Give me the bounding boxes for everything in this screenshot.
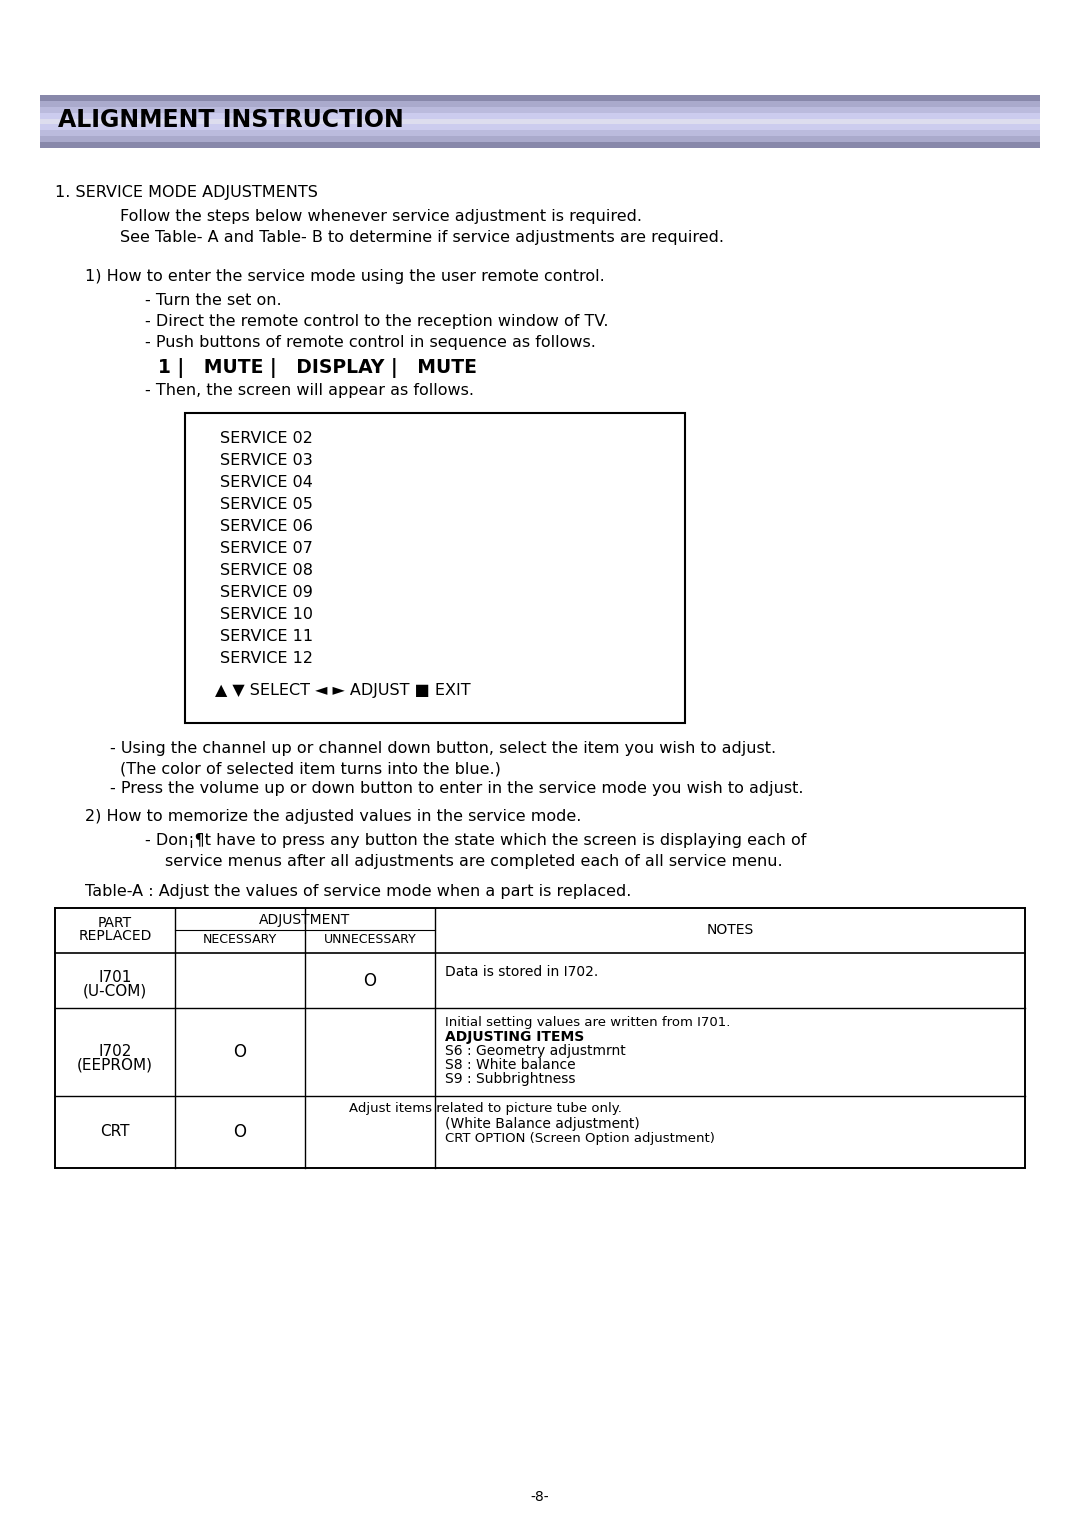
Text: ADJUSTING ITEMS: ADJUSTING ITEMS bbox=[445, 1031, 584, 1044]
Text: - Direct the remote control to the reception window of TV.: - Direct the remote control to the recep… bbox=[145, 315, 608, 328]
Text: - Then, the screen will appear as follows.: - Then, the screen will appear as follow… bbox=[145, 383, 474, 399]
Bar bbox=[40, 113, 1040, 119]
Text: SERVICE 12: SERVICE 12 bbox=[220, 651, 313, 666]
Text: ADJUSTMENT: ADJUSTMENT bbox=[259, 913, 351, 927]
Text: - Turn the set on.: - Turn the set on. bbox=[145, 293, 282, 308]
Text: 1. SERVICE MODE ADJUSTMENTS: 1. SERVICE MODE ADJUSTMENTS bbox=[55, 185, 318, 200]
Text: SERVICE 08: SERVICE 08 bbox=[220, 563, 313, 579]
Text: SERVICE 11: SERVICE 11 bbox=[220, 629, 313, 644]
Text: (EEPROM): (EEPROM) bbox=[77, 1057, 153, 1072]
Text: S6 : Geometry adjustmrnt: S6 : Geometry adjustmrnt bbox=[445, 1044, 625, 1058]
Text: SERVICE 04: SERVICE 04 bbox=[220, 475, 313, 490]
Text: SERVICE 07: SERVICE 07 bbox=[220, 541, 313, 556]
Text: PART: PART bbox=[98, 916, 132, 930]
Text: Data is stored in I702.: Data is stored in I702. bbox=[445, 965, 598, 979]
Text: NECESSARY: NECESSARY bbox=[203, 933, 278, 947]
Text: SERVICE 06: SERVICE 06 bbox=[220, 519, 313, 534]
Text: SERVICE 05: SERVICE 05 bbox=[220, 496, 313, 512]
Bar bbox=[40, 142, 1040, 148]
Text: (White Balance adjustment): (White Balance adjustment) bbox=[445, 1116, 639, 1132]
Text: 1) How to enter the service mode using the user remote control.: 1) How to enter the service mode using t… bbox=[85, 269, 605, 284]
Text: service menus after all adjustments are completed each of all service menu.: service menus after all adjustments are … bbox=[165, 854, 783, 869]
Text: S8 : White balance: S8 : White balance bbox=[445, 1058, 576, 1072]
Text: REPLACED: REPLACED bbox=[79, 928, 151, 944]
Text: O: O bbox=[364, 971, 377, 989]
Text: I701: I701 bbox=[98, 971, 132, 985]
Bar bbox=[40, 101, 1040, 107]
Bar bbox=[40, 95, 1040, 101]
Bar bbox=[40, 124, 1040, 130]
Bar bbox=[40, 107, 1040, 113]
Bar bbox=[40, 130, 1040, 136]
Text: SERVICE 09: SERVICE 09 bbox=[220, 585, 313, 600]
Text: ALIGNMENT INSTRUCTION: ALIGNMENT INSTRUCTION bbox=[58, 108, 404, 131]
Text: See Table- A and Table- B to determine if service adjustments are required.: See Table- A and Table- B to determine i… bbox=[120, 231, 724, 244]
Text: ▲ ▼ SELECT ◄ ► ADJUST ■ EXIT: ▲ ▼ SELECT ◄ ► ADJUST ■ EXIT bbox=[215, 683, 471, 698]
Text: O: O bbox=[233, 1122, 246, 1141]
Text: - Using the channel up or channel down button, select the item you wish to adjus: - Using the channel up or channel down b… bbox=[110, 741, 777, 756]
Text: SERVICE 03: SERVICE 03 bbox=[220, 454, 313, 467]
Text: Follow the steps below whenever service adjustment is required.: Follow the steps below whenever service … bbox=[120, 209, 642, 224]
Text: CRT: CRT bbox=[100, 1124, 130, 1139]
Text: I702: I702 bbox=[98, 1044, 132, 1060]
Text: 1 |   MUTE |   DISPLAY |   MUTE: 1 | MUTE | DISPLAY | MUTE bbox=[145, 357, 477, 379]
Text: UNNECESSARY: UNNECESSARY bbox=[324, 933, 417, 947]
Text: CRT OPTION (Screen Option adjustment): CRT OPTION (Screen Option adjustment) bbox=[445, 1132, 715, 1145]
Bar bbox=[40, 119, 1040, 124]
Text: Adjust items related to picture tube only.: Adjust items related to picture tube onl… bbox=[349, 1102, 621, 1115]
Text: - Push buttons of remote control in sequence as follows.: - Push buttons of remote control in sequ… bbox=[145, 334, 596, 350]
Text: SERVICE 02: SERVICE 02 bbox=[220, 431, 313, 446]
Text: - Don¡¶t have to press any button the state which the screen is displaying each : - Don¡¶t have to press any button the st… bbox=[145, 834, 807, 847]
Text: - Press the volume up or down button to enter in the service mode you wish to ad: - Press the volume up or down button to … bbox=[110, 780, 804, 796]
Text: 2) How to memorize the adjusted values in the service mode.: 2) How to memorize the adjusted values i… bbox=[85, 809, 581, 825]
Bar bbox=[40, 136, 1040, 142]
Text: (The color of selected item turns into the blue.): (The color of selected item turns into t… bbox=[120, 760, 501, 776]
Text: S9 : Subbrightness: S9 : Subbrightness bbox=[445, 1072, 576, 1086]
Text: SERVICE 10: SERVICE 10 bbox=[220, 608, 313, 621]
Text: Initial setting values are written from I701.: Initial setting values are written from … bbox=[445, 1015, 730, 1029]
Text: -8-: -8- bbox=[530, 1490, 550, 1504]
Text: O: O bbox=[233, 1043, 246, 1061]
Bar bbox=[185, 412, 685, 722]
Text: (U-COM): (U-COM) bbox=[83, 983, 147, 999]
Text: Table-A : Adjust the values of service mode when a part is replaced.: Table-A : Adjust the values of service m… bbox=[85, 884, 632, 899]
Text: NOTES: NOTES bbox=[706, 924, 754, 938]
Bar bbox=[55, 909, 1025, 1168]
